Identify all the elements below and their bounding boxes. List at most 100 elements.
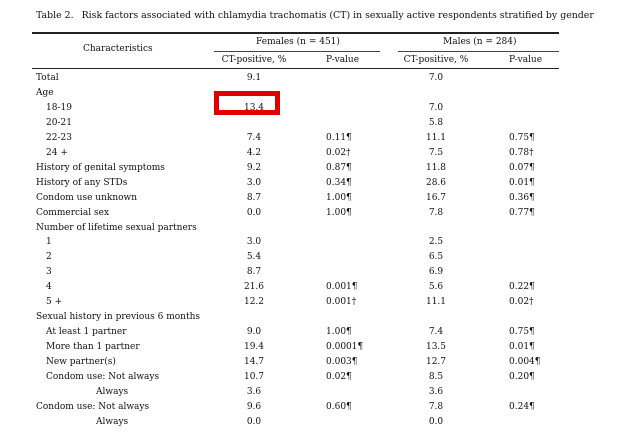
row-label: 18-19 (46, 102, 72, 113)
table-row: Age (0, 88, 621, 103)
row-label: More than 1 partner (46, 342, 140, 353)
row-label: Age (36, 88, 54, 98)
males-p-value-cell: 0.07¶ (509, 162, 535, 173)
row-label: Condom use unknown (36, 192, 138, 203)
row-label: New partner(s) (46, 357, 116, 368)
females-ct-positive-cell: 4.2 (246, 147, 262, 158)
males-ct-positive-cell: 7.8 (428, 401, 444, 412)
males-ct-positive-cell: 5.8 (428, 117, 444, 128)
females-ct-positive-cell: 0.0 (246, 207, 262, 218)
row-label: History of any STDs (36, 177, 128, 188)
males-ct-positive-cell: 7.0 (428, 102, 444, 113)
table-row: 3 8.7 6.9 (0, 267, 621, 282)
table-row: 22-23 7.4 0.11¶ 11.1 0.75¶ (0, 133, 621, 148)
table-row: 24 + 4.2 0.02† 7.5 0.78† (0, 148, 621, 163)
females-p-value-cell: 0.001¶ (326, 282, 358, 293)
table-caption: Table 2. Risk factors associated with chl… (36, 10, 594, 21)
females-ct-positive-cell: 3.0 (246, 237, 262, 248)
row-label: Always (96, 416, 129, 427)
row-label: At least 1 partner (46, 327, 127, 338)
males-p-value-cell: 0.36¶ (509, 192, 535, 203)
females-ct-positive-cell: 13.4 (243, 102, 265, 113)
females-p-value-cell: 0.87¶ (326, 162, 352, 173)
table-number: Table 2. (36, 10, 74, 21)
males-ct-positive-cell: 13.5 (425, 342, 447, 353)
males-p-value-cell: 0.75¶ (509, 327, 535, 338)
males-p-value-cell: 0.20¶ (509, 372, 535, 382)
table-row: 2 5.4 6.5 (0, 252, 621, 267)
males-p-value-cell: 0.01¶ (509, 177, 535, 188)
row-label: 2 (46, 252, 52, 263)
males-ct-positive-cell: 6.9 (428, 267, 444, 278)
males-ct-positive-cell: 7.5 (428, 147, 444, 158)
header-males-p-value: P-value (509, 55, 543, 65)
females-p-value-cell: 0.02¶ (326, 372, 352, 382)
males-ct-positive-cell: 0.0 (428, 416, 444, 427)
females-p-value-cell: 0.001† (326, 297, 357, 308)
males-p-value-cell: 0.77¶ (509, 207, 535, 218)
row-label: Sexual history in previous 6 months (36, 312, 200, 323)
table-row: 18-19 13.4 7.0 (0, 103, 621, 118)
table-row: At least 1 partner 9.0 1.00¶ 7.4 0.75¶ (0, 327, 621, 342)
table-row: Number of lifetime sexual partners (0, 223, 621, 238)
highlight-box (214, 91, 280, 115)
header-bottom-rule (32, 68, 559, 69)
females-ct-positive-cell: 12.2 (243, 297, 265, 308)
row-label: Condom use: Not always (36, 401, 150, 412)
table-title: Risk factors associated with chlamydia t… (81, 10, 594, 21)
females-ct-positive-cell: 0.0 (246, 416, 262, 427)
females-ct-positive-cell: 9.0 (246, 327, 262, 338)
table-row: 5 + 12.2 0.001† 11.1 0.02† (0, 297, 621, 312)
table-row: History of genital symptoms 9.2 0.87¶ 11.8 0… (0, 163, 621, 178)
header-females-p-value: P-value (326, 55, 360, 65)
table-row: 1 3.0 2.5 (0, 237, 621, 252)
row-label: 1 (46, 237, 52, 248)
row-label: Condom use: Not always (46, 372, 160, 382)
females-p-value-cell: 0.60¶ (326, 401, 352, 412)
males-ct-positive-cell: 3.6 (428, 386, 444, 397)
table-row: Total 9.1 7.0 (0, 73, 621, 88)
females-p-value-cell: 0.34¶ (326, 177, 352, 188)
females-ct-positive-cell: 3.0 (246, 177, 262, 188)
top-rule-double (32, 33, 559, 34)
table-row: Always 3.6 3.6 (0, 387, 621, 402)
males-p-value-cell: 0.02† (509, 297, 534, 308)
row-label: Number of lifetime sexual partners (36, 222, 197, 233)
females-ct-positive-cell: 5.4 (246, 252, 262, 263)
top-rule (32, 32, 559, 33)
table-row: Always 0.0 0.0 (0, 417, 621, 432)
males-ct-positive-cell: 7.8 (428, 207, 444, 218)
males-p-value-cell: 0.004¶ (509, 357, 541, 368)
males-p-value-cell: 0.78† (509, 147, 534, 158)
row-label: History of genital symptoms (36, 162, 165, 173)
table-row: Commercial sex 0.0 1.00¶ 7.8 0.77¶ (0, 208, 621, 223)
males-ct-positive-cell: 11.1 (425, 132, 447, 143)
males-ct-positive-cell: 16.7 (425, 192, 447, 203)
males-ct-positive-cell: 6.5 (428, 252, 444, 263)
table-row: 4 21.6 0.001¶ 5.6 0.22¶ (0, 282, 621, 297)
males-ct-positive-cell: 5.6 (428, 282, 444, 293)
header-characteristics: Characteristics (83, 44, 153, 54)
males-p-value-cell: 0.01¶ (509, 342, 535, 353)
males-ct-positive-cell: 2.5 (428, 237, 444, 248)
females-ct-positive-cell: 10.7 (243, 372, 265, 382)
header-females: Females (n = 451) (256, 37, 340, 47)
row-label: Always (96, 386, 129, 397)
females-ct-positive-cell: 9.2 (246, 162, 262, 173)
females-ct-positive-cell: 3.6 (246, 386, 262, 397)
table-row: History of any STDs 3.0 0.34¶ 28.6 0.01¶ (0, 178, 621, 193)
males-group-rule (398, 51, 559, 52)
females-ct-positive-cell: 9.1 (246, 73, 262, 83)
row-label: 22-23 (46, 132, 72, 143)
table-row: Condom use unknown 8.7 1.00¶ 16.7 0.36¶ (0, 193, 621, 208)
header-females-ct-positive: CT-positive, % (221, 55, 287, 65)
males-ct-positive-cell: 7.0 (428, 73, 444, 83)
table-row: Condom use: Not always 9.6 0.60¶ 7.8 0.24¶ (0, 402, 621, 417)
females-ct-positive-cell: 9.6 (246, 401, 262, 412)
males-p-value-cell: 0.75¶ (509, 132, 535, 143)
males-ct-positive-cell: 11.1 (425, 297, 447, 308)
males-ct-positive-cell: 12.7 (425, 357, 447, 368)
females-ct-positive-cell: 7.4 (246, 132, 262, 143)
females-group-rule (214, 51, 380, 52)
males-ct-positive-cell: 28.6 (425, 177, 447, 188)
